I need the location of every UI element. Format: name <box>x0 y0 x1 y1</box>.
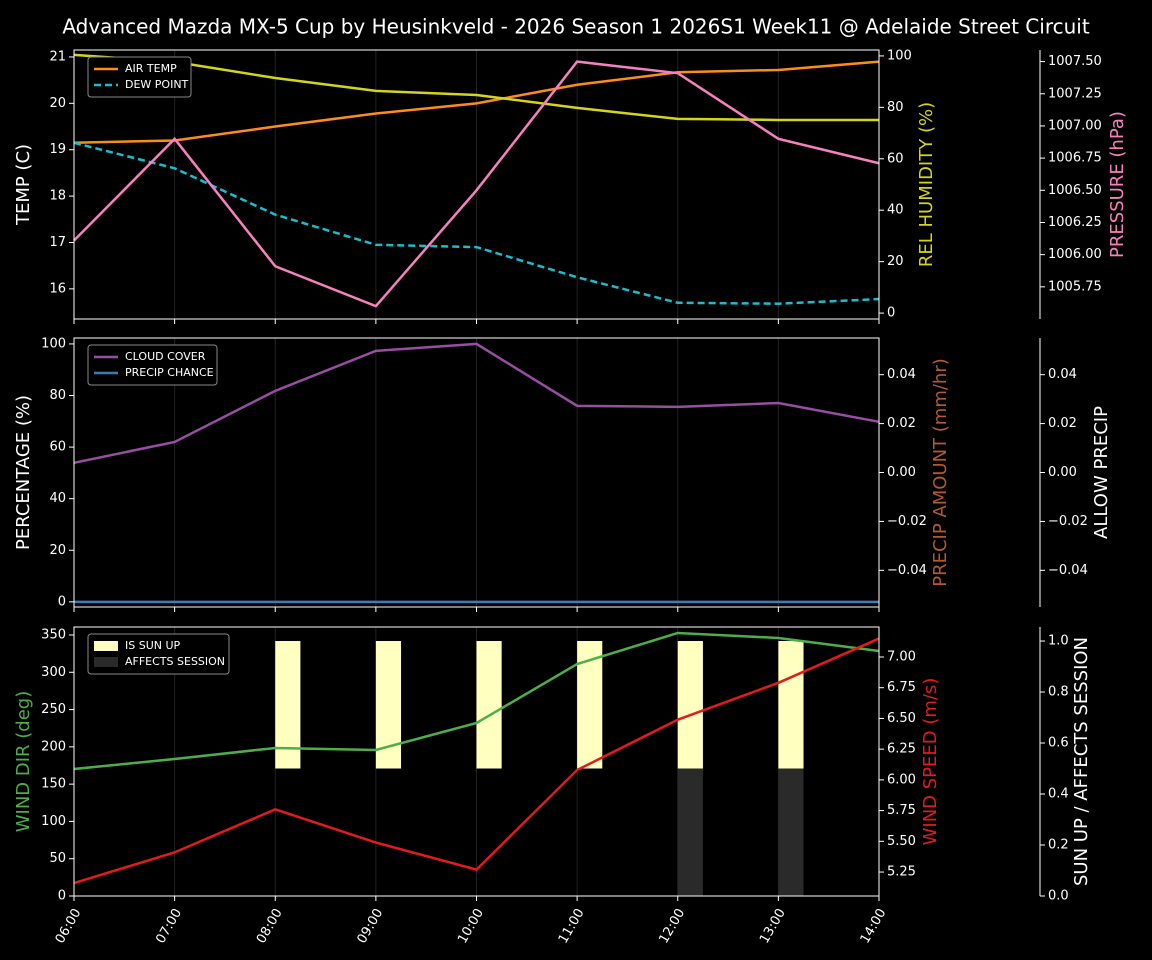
y2-tick-label: 6.75 <box>887 680 916 695</box>
y3-tick-label: 0.0 <box>1048 889 1069 904</box>
y-tick-label: 0 <box>58 594 66 609</box>
y-tick-label: 300 <box>41 665 66 680</box>
y2-tick-label: 0.00 <box>887 465 916 480</box>
y2-tick-label: 0 <box>887 306 895 321</box>
legend-box <box>87 56 192 98</box>
y3-tick-label: 1.0 <box>1048 634 1069 649</box>
y3-tick-label: 0.2 <box>1048 838 1069 853</box>
bar <box>476 641 502 769</box>
y2-tick-label: 100 <box>887 48 912 63</box>
legend-label: DEW POINT <box>125 78 189 91</box>
legend-box <box>87 344 218 386</box>
y3-tick-label: 0.04 <box>1048 367 1077 382</box>
y-axis-label: PERCENTAGE (%) <box>13 395 34 550</box>
legend-swatch <box>94 657 118 667</box>
y-tick-label: 16 <box>49 281 66 296</box>
y-tick-label: 20 <box>49 543 66 558</box>
legend-label: AFFECTS SESSION <box>125 655 225 668</box>
bar <box>778 641 804 769</box>
y-axis-label: TEMP (C) <box>13 144 34 226</box>
y3-tick-label: 0.8 <box>1048 685 1069 700</box>
y2-tick-label: −0.04 <box>887 563 927 578</box>
y2-tick-label: 5.50 <box>887 834 916 849</box>
y3-axis-label: PRESSURE (hPa) <box>1107 111 1128 258</box>
y-tick-label: 40 <box>49 491 66 506</box>
plot-frame <box>73 337 880 608</box>
y2-tick-label: 40 <box>887 203 904 218</box>
y-tick-label: 17 <box>49 235 66 250</box>
y2-tick-label: 7.00 <box>887 649 916 664</box>
y-tick-label: 100 <box>41 336 66 351</box>
line <box>73 342 880 465</box>
y3-tick-label: −0.04 <box>1048 563 1088 578</box>
y3-tick-label: 1007.00 <box>1048 118 1102 133</box>
line <box>73 53 879 122</box>
y2-tick-label: 60 <box>887 151 904 166</box>
y-tick-label: 200 <box>41 739 66 754</box>
y3-tick-label: 0.4 <box>1048 787 1069 802</box>
y3-tick-label: 1006.75 <box>1048 151 1102 166</box>
bar <box>778 768 804 896</box>
plot-frame <box>73 626 880 897</box>
bar <box>677 768 703 896</box>
y3-tick-label: 1007.25 <box>1048 86 1102 101</box>
y3-tick-label: 0.6 <box>1048 736 1069 751</box>
legend-swatch <box>94 641 118 651</box>
legend-label: AIR TEMP <box>125 62 177 75</box>
y-tick-label: 250 <box>41 702 66 717</box>
y-tick-label: 350 <box>41 627 66 642</box>
line <box>73 637 880 885</box>
y-tick-label: 20 <box>49 96 66 111</box>
line <box>73 141 880 305</box>
y2-tick-label: 20 <box>887 254 904 269</box>
y3-tick-label: 1006.00 <box>1048 247 1102 262</box>
legend-label: CLOUD COVER <box>125 350 206 363</box>
y-tick-label: 50 <box>49 851 66 866</box>
y2-tick-label: 5.75 <box>887 803 916 818</box>
y-axis-label: WIND DIR (deg) <box>13 691 34 833</box>
legend-box <box>87 633 230 675</box>
y3-tick-label: 0.02 <box>1048 416 1077 431</box>
line <box>73 60 880 308</box>
y-tick-label: 19 <box>49 142 66 157</box>
y-tick-label: 100 <box>41 814 66 829</box>
legend-label: IS SUN UP <box>125 639 181 652</box>
y-tick-label: 21 <box>49 49 66 64</box>
y3-tick-label: 1007.50 <box>1048 54 1102 69</box>
y3-tick-label: 1005.75 <box>1048 279 1102 294</box>
y3-tick-label: 1006.25 <box>1048 215 1102 230</box>
y3-axis-label: SUN UP / AFFECTS SESSION <box>1071 637 1092 886</box>
y2-tick-label: 0.02 <box>887 416 916 431</box>
y-tick-label: 60 <box>49 440 66 455</box>
y2-tick-label: 5.25 <box>887 865 916 880</box>
line <box>73 60 880 145</box>
y2-axis-label: PRECIP AMOUNT (mm/hr) <box>930 358 951 587</box>
y-tick-label: 0 <box>58 889 66 904</box>
y3-tick-label: 1006.50 <box>1048 183 1102 198</box>
y-tick-label: 18 <box>49 189 66 204</box>
y2-tick-label: 6.00 <box>887 772 916 787</box>
y2-tick-label: 6.25 <box>887 742 916 757</box>
y3-tick-label: 0.00 <box>1048 465 1077 480</box>
y2-tick-label: 6.50 <box>887 711 916 726</box>
y-tick-label: 150 <box>41 777 66 792</box>
y2-axis-label: WIND SPEED (m/s) <box>920 678 941 846</box>
y2-tick-label: −0.02 <box>887 514 927 529</box>
y2-tick-label: 0.04 <box>887 367 916 382</box>
y2-tick-label: 80 <box>887 100 904 115</box>
plot-frame <box>73 49 880 320</box>
y2-axis-label: REL HUMIDITY (%) <box>916 102 937 267</box>
bar <box>677 641 703 769</box>
legend-label: PRECIP CHANCE <box>125 366 214 379</box>
y3-tick-label: −0.02 <box>1048 514 1088 529</box>
y3-axis-label: ALLOW PRECIP <box>1091 406 1112 539</box>
chart-title: Advanced Mazda MX-5 Cup by Heusinkveld -… <box>62 15 1090 39</box>
line <box>73 631 880 771</box>
y-tick-label: 80 <box>49 388 66 403</box>
